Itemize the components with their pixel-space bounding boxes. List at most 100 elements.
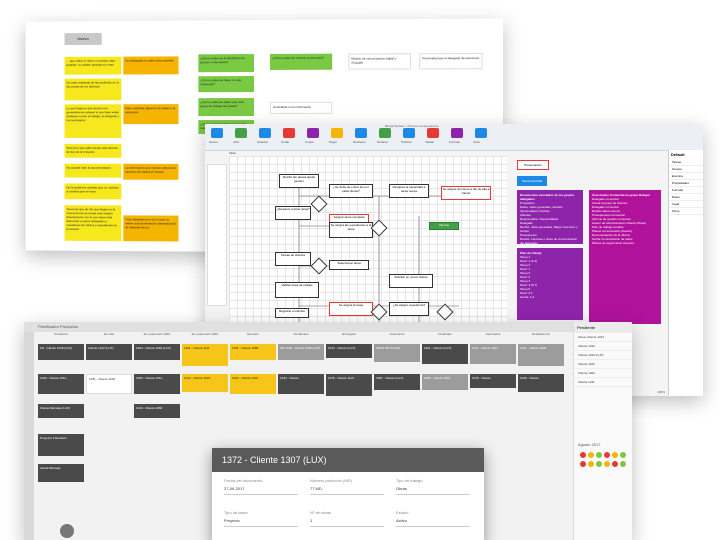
sticky-note[interactable]: Todo departamento con el que no saben a … xyxy=(123,215,178,241)
calendar-status-dot[interactable] xyxy=(604,461,610,467)
toolbar-icon[interactable] xyxy=(211,128,223,138)
properties-item[interactable]: Tareas xyxy=(669,159,703,166)
sticky-note[interactable]: ¿Cómo podemos hacer lo más relacionar? xyxy=(198,76,254,92)
flow-shape[interactable]: ¿Se asignó expediente? xyxy=(389,302,429,316)
kanban-card[interactable]: FD - Cliente 1048 (LUX) xyxy=(38,344,84,360)
toolbar-icon[interactable] xyxy=(259,128,271,138)
tarea-actividad-label[interactable]: Tarea Actividad xyxy=(517,176,547,186)
kanban-card[interactable]: 1376 - Cliente 1115 xyxy=(326,374,372,396)
sticky-note[interactable]: Proximidad que el delegado da estructura xyxy=(419,53,482,69)
board-header-button[interactable]: Nuevo xyxy=(65,33,102,45)
flow-shape[interactable]: Se asigna una tarea a dar de alta a clie… xyxy=(441,186,491,200)
flow-shape[interactable]: Recibir las tareas desde gestión xyxy=(279,174,319,188)
sticky-note[interactable]: Sabe realizado algunos sin tareas y la e… xyxy=(123,104,178,124)
sticky-note[interactable]: ¿Cómo podemos la identificar los grupos … xyxy=(198,54,254,72)
calendar-status-dot[interactable] xyxy=(588,452,594,458)
flow-shape[interactable]: ¿Requiere revisar tarea? xyxy=(275,206,311,220)
sticky-note[interactable]: La información que vuelva a diferentes s… xyxy=(123,164,178,180)
kanban-card[interactable]: 1251 - Cliente 1020 xyxy=(86,374,132,394)
kanban-column-header[interactable]: Revisión xyxy=(230,332,276,336)
kanban-card[interactable]: 1304 - Cliente 1092 (LUX) xyxy=(134,344,180,360)
toolbar-icon[interactable] xyxy=(451,128,463,138)
calendar-status-dot[interactable] xyxy=(588,461,594,467)
kanban-column-header[interactable]: En cola xyxy=(86,332,132,336)
kanban-card[interactable]: 1421 - Cliente 1020 xyxy=(518,344,564,366)
properties-item[interactable]: Formato xyxy=(669,187,703,194)
kanban-column-header[interactable]: Finalizado xyxy=(422,332,468,336)
kanban-card[interactable]: 1312 - Cliente 1024 xyxy=(182,374,228,392)
sticky-note[interactable]: Teniendo que de Ver que llegan en la mis… xyxy=(65,205,122,241)
calendar-status-dot[interactable] xyxy=(580,452,586,458)
toolbar-icon[interactable] xyxy=(235,128,247,138)
side-panel-item[interactable]: Cliente 1106 xyxy=(574,360,632,369)
properties-item[interactable]: Datos xyxy=(669,194,703,201)
modal-field-input[interactable]: 27-09-2017 xyxy=(224,486,298,495)
sticky-note[interactable]: Para él lo que sabe dónde está obtener d… xyxy=(65,144,122,158)
sticky-note[interactable]: ¿Cómo podemos mostrar a personas? xyxy=(270,54,332,70)
flow-shape[interactable]: ¿Se debe de entrar los por cada cliente? xyxy=(329,184,373,198)
properties-item[interactable]: Capa xyxy=(669,201,703,208)
flow-shape[interactable]: Informe xyxy=(429,222,459,230)
kanban-card[interactable]: MD 1043 - Cliente 1045 (LUX) xyxy=(278,344,324,360)
kanban-card[interactable]: 1331 - Cliente 1080 xyxy=(230,344,276,360)
kanban-card[interactable]: 1341 - Cliente 1111 xyxy=(182,344,228,366)
presentacion-label[interactable]: Presentación xyxy=(517,160,549,170)
kanban-card[interactable]: 1415 - Cliente xyxy=(470,374,516,388)
kanban-card[interactable]: 1305 - Cliente 1012 xyxy=(134,374,180,394)
toolbar-icon[interactable] xyxy=(331,128,343,138)
kanban-card[interactable]: 1250 - Cliente 1012 xyxy=(38,374,84,394)
kanban-card[interactable]: 1387 - Cliente (LUX) xyxy=(374,374,420,390)
sticky-note[interactable]: No accede todo la documentación xyxy=(65,164,122,178)
kanban-column-header[interactable]: Entregado xyxy=(326,332,372,336)
flow-shape[interactable]: Seleccionar tarea xyxy=(329,260,369,270)
toolbar-icon[interactable] xyxy=(283,128,295,138)
toolbar-icon[interactable] xyxy=(403,128,415,138)
kanban-column-header[interactable]: En producción (MD) xyxy=(134,332,180,336)
modal-field-input[interactable]: Proyecto xyxy=(224,518,298,527)
side-panel-item[interactable]: Cliente 1019 (LUX) xyxy=(574,351,632,360)
kanban-column-header[interactable]: Finalizado (F) xyxy=(518,332,564,336)
kanban-card[interactable]: 1411 - Cliente 1007 xyxy=(470,344,516,364)
kanban-card[interactable]: Actual Mensaje xyxy=(38,464,84,482)
properties-item[interactable]: Grupos xyxy=(669,166,703,173)
kanban-card[interactable]: 1401 - Cliente (LUX) xyxy=(422,344,468,364)
calendar-status-dot[interactable] xyxy=(620,452,626,458)
kanban-card[interactable]: Proyecto 3 Revisión xyxy=(38,434,84,456)
modal-field-input[interactable]: 77 MD xyxy=(310,486,384,495)
side-panel-item[interactable]: Tarea: Cliente 1313 xyxy=(574,333,632,342)
toolbar-icon[interactable] xyxy=(379,128,391,138)
flow-shape[interactable]: Desglose la capacidad a tarea nueva xyxy=(389,184,429,198)
properties-item[interactable]: Otros xyxy=(669,208,703,215)
flow-shape[interactable]: Tareas de clientes xyxy=(275,252,311,266)
kanban-card[interactable]: 1333 - Cliente 1001 xyxy=(230,374,276,394)
sticky-note[interactable]: Lo que haga en que decirle son generalme… xyxy=(65,104,122,138)
flow-shape[interactable]: Se asigna las expedientes a la tarea xyxy=(329,222,373,238)
modal-field-input[interactable]: Activo xyxy=(396,518,470,527)
side-panel-item[interactable]: Cliente 1012 xyxy=(574,342,632,351)
kanban-card[interactable]: 1405 - Cliente 1019 xyxy=(422,374,468,390)
kanban-column-header[interactable]: Aprobados xyxy=(470,332,516,336)
kanban-card[interactable]: 1372 - Cliente (LUX) xyxy=(326,344,372,358)
calendar-status-dot[interactable] xyxy=(612,461,618,467)
flow-shape[interactable]: Se asigna la tarea xyxy=(329,302,373,316)
toolbar-icon[interactable] xyxy=(427,128,439,138)
calendar-status-dot[interactable] xyxy=(580,461,586,467)
flow-shape[interactable]: Solicitar un nuevo cliente xyxy=(389,274,433,288)
toolbar-icon[interactable] xyxy=(475,128,487,138)
sticky-note[interactable]: ... que utilice el mismo concepto para g… xyxy=(65,57,122,75)
calendar-status-dot[interactable] xyxy=(620,461,626,467)
sheet-tab[interactable]: Inicio xyxy=(229,151,236,155)
kanban-card[interactable]: 1310 - Cliente 1060 xyxy=(134,404,180,418)
kanban-card[interactable]: 1429 - Cliente xyxy=(518,374,564,392)
toolbar-icon[interactable] xyxy=(355,128,367,138)
kanban-column-header[interactable]: Avanzando xyxy=(374,332,420,336)
kanban-card[interactable]: Cliente Mensaje (LUX) xyxy=(38,404,84,418)
properties-item[interactable]: Propiedades xyxy=(669,180,703,187)
modal-field-input[interactable]: 1 xyxy=(310,518,384,527)
calendar-status-dot[interactable] xyxy=(596,452,602,458)
calendar-status-dot[interactable] xyxy=(604,452,610,458)
toolbar-icon[interactable] xyxy=(307,128,319,138)
calendar-status-dot[interactable] xyxy=(612,452,618,458)
kanban-column-header[interactable]: En producción (MD) xyxy=(182,332,228,336)
sticky-note[interactable]: No sabe realizado de las profesión en si… xyxy=(65,78,122,100)
